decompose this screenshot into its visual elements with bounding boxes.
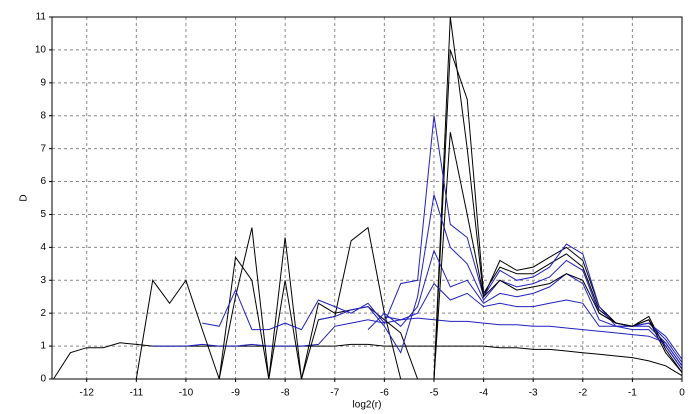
x-tick-label: -8 <box>281 388 290 399</box>
x-tick-label: -5 <box>430 388 439 399</box>
y-tick-label: 0 <box>40 374 46 385</box>
series-line <box>202 115 683 360</box>
x-tick-label: -9 <box>231 388 240 399</box>
x-tick-label: -7 <box>330 388 339 399</box>
x-tick-label: -11 <box>129 388 143 399</box>
series-line <box>218 49 683 380</box>
y-tick-label: 7 <box>40 143 46 154</box>
series-line <box>152 317 683 367</box>
x-tick-label: -6 <box>380 388 389 399</box>
y-tick-label: 10 <box>35 45 47 56</box>
series-line <box>367 249 683 367</box>
x-tick-label: -2 <box>578 388 587 399</box>
y-axis-label: D <box>19 194 30 201</box>
y-tick-label: 2 <box>40 308 46 319</box>
y-tick-label: 3 <box>40 275 46 286</box>
x-tick-label: -10 <box>179 388 194 399</box>
x-tick-label: -3 <box>529 388 538 399</box>
y-tick-label: 6 <box>40 176 46 187</box>
y-tick-label: 4 <box>40 242 46 253</box>
x-tick-label: -12 <box>79 388 94 399</box>
plot-frame <box>51 16 683 380</box>
x-tick-label: 0 <box>679 388 685 399</box>
x-tick-label: -4 <box>479 388 488 399</box>
y-tick-label: 1 <box>40 341 46 352</box>
x-axis-label: log2(r) <box>353 400 382 411</box>
y-tick-label: 5 <box>40 209 46 220</box>
series-line <box>384 132 683 380</box>
y-tick-label: 8 <box>40 110 46 121</box>
y-tick-label: 9 <box>40 77 46 88</box>
x-tick-label: -1 <box>628 388 637 399</box>
y-tick-label: 11 <box>36 12 47 23</box>
series-line <box>384 282 683 370</box>
